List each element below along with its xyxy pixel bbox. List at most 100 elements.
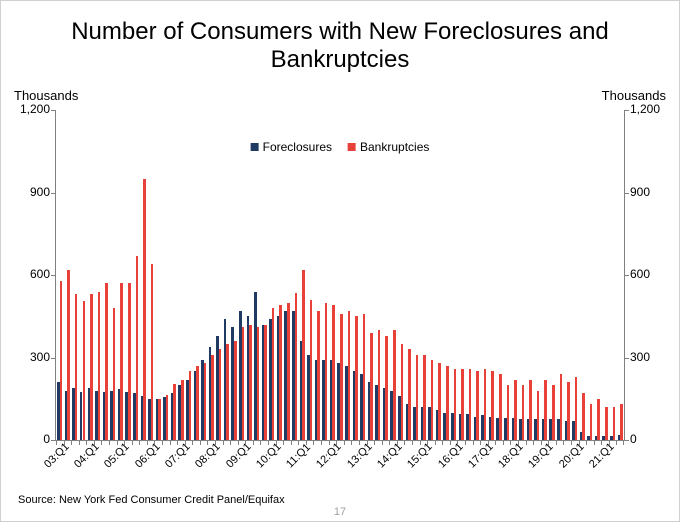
ytick-label: 600 (10, 267, 50, 281)
bar-bankruptcies (461, 369, 464, 441)
bar-bankruptcies (166, 395, 169, 440)
bar-bankruptcies (385, 336, 388, 441)
xtick-mark (427, 440, 428, 445)
xtick-mark (450, 440, 451, 445)
xtick-label: 09:Q1 (224, 441, 254, 471)
xtick-label: 18:Q1 (496, 441, 526, 471)
bar-bankruptcies (226, 344, 229, 440)
xtick-mark (207, 440, 208, 445)
bar-bankruptcies (378, 330, 381, 440)
xtick-mark (101, 440, 102, 445)
ytick-mark (624, 358, 629, 359)
bar-bankruptcies (136, 256, 139, 440)
xtick-mark (291, 440, 292, 445)
bar-bankruptcies (423, 355, 426, 440)
bar-bankruptcies (484, 369, 487, 441)
xtick-mark (541, 440, 542, 445)
bar-bankruptcies (552, 385, 555, 440)
xtick-label: 14:Q1 (375, 441, 405, 471)
bar-bankruptcies (560, 374, 563, 440)
xtick-mark (56, 440, 57, 445)
xtick-mark (579, 440, 580, 445)
bar-bankruptcies (408, 349, 411, 440)
bar-bankruptcies (348, 311, 351, 440)
bar-bankruptcies (544, 380, 547, 441)
bar-bankruptcies (476, 371, 479, 440)
xtick-label: 19:Q1 (526, 441, 556, 471)
xtick-label: 06:Q1 (133, 441, 163, 471)
xtick-mark (367, 440, 368, 445)
bar-bankruptcies (529, 380, 532, 441)
xtick-mark (200, 440, 201, 445)
xtick-mark (503, 440, 504, 445)
xtick-mark (276, 440, 277, 445)
ytick-label: 1,200 (10, 102, 50, 116)
bar-bankruptcies (605, 407, 608, 440)
xtick-mark (480, 440, 481, 445)
xtick-mark (412, 440, 413, 445)
xtick-mark (253, 440, 254, 445)
bar-bankruptcies (181, 380, 184, 441)
bar-bankruptcies (83, 301, 86, 440)
y-axis-title-right: Thousands (602, 88, 666, 103)
xtick-label: 11:Q1 (284, 441, 313, 470)
bar-bankruptcies (620, 404, 623, 440)
ytick-label: 300 (630, 350, 670, 364)
xtick-mark (215, 440, 216, 445)
ytick-mark (51, 275, 56, 276)
bar-bankruptcies (522, 385, 525, 440)
xtick-mark (586, 440, 587, 445)
bar-bankruptcies (158, 399, 161, 440)
xtick-mark (238, 440, 239, 445)
xtick-mark (109, 440, 110, 445)
ytick-mark (624, 440, 629, 441)
xtick-mark (457, 440, 458, 445)
bar-bankruptcies (355, 316, 358, 440)
xtick-mark (117, 440, 118, 445)
bar-bankruptcies (363, 314, 366, 441)
xtick-mark (389, 440, 390, 445)
chart-slide: Number of Consumers with New Foreclosure… (0, 0, 680, 522)
ytick-mark (624, 193, 629, 194)
bar-bankruptcies (196, 366, 199, 440)
xtick-mark (374, 440, 375, 445)
bar-bankruptcies (204, 363, 207, 440)
bar-bankruptcies (90, 294, 93, 440)
xtick-mark (139, 440, 140, 445)
xtick-mark (260, 440, 261, 445)
ytick-mark (51, 110, 56, 111)
bar-bankruptcies (75, 294, 78, 440)
xtick-mark (124, 440, 125, 445)
xtick-mark (132, 440, 133, 445)
ytick-label: 300 (10, 350, 50, 364)
xtick-mark (79, 440, 80, 445)
bar-bankruptcies (249, 325, 252, 441)
bar-bankruptcies (242, 327, 245, 440)
page-number: 17 (334, 506, 346, 518)
xtick-mark (510, 440, 511, 445)
xtick-label: 13:Q1 (345, 441, 375, 471)
bar-bankruptcies (431, 360, 434, 440)
ytick-mark (51, 193, 56, 194)
ytick-label: 1,200 (630, 102, 670, 116)
ytick-label: 900 (10, 185, 50, 199)
xtick-mark (329, 440, 330, 445)
xtick-mark (465, 440, 466, 445)
xtick-mark (147, 440, 148, 445)
chart-title: Number of Consumers with New Foreclosure… (0, 18, 680, 73)
xtick-label: 04:Q1 (72, 441, 102, 471)
xtick-label: 20:Q1 (557, 441, 587, 471)
xtick-label: 10:Q1 (254, 441, 284, 471)
bar-bankruptcies (151, 264, 154, 440)
bar-bankruptcies (438, 363, 441, 440)
xtick-mark (336, 440, 337, 445)
bar-bankruptcies (234, 341, 237, 440)
xtick-mark (313, 440, 314, 445)
bar-bankruptcies (128, 283, 131, 440)
xtick-mark (442, 440, 443, 445)
bar-bankruptcies (370, 333, 373, 440)
bar-bankruptcies (272, 308, 275, 440)
bar-bankruptcies (67, 270, 70, 441)
bar-bankruptcies (393, 330, 396, 440)
xtick-label: 07:Q1 (163, 441, 193, 471)
